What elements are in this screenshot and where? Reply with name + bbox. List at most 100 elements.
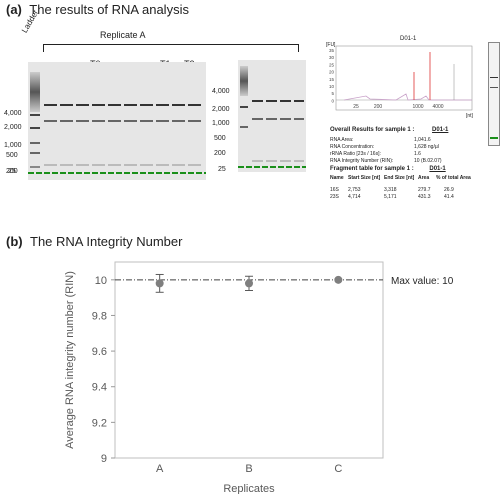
y-tick-label: 9.2: [92, 417, 107, 429]
ladder-band: [240, 106, 248, 108]
fragment-col: % of total Area: [436, 175, 471, 181]
band-23s-row: [252, 100, 304, 102]
x-tick-label: A: [156, 463, 164, 475]
ladder-band: [30, 166, 40, 168]
fragment-cell: 41.4: [444, 194, 454, 200]
fragment-col: Start Size [nt]: [348, 175, 381, 181]
ep-x-tick: 200: [374, 104, 383, 110]
ep-y-tick: 30: [329, 55, 335, 60]
replicate-bracket: [43, 44, 299, 45]
data-point: [334, 275, 343, 284]
fragment-cell: 26.9: [444, 187, 454, 193]
result-row: RNA Concentration: 1,628 ng/µl: [330, 144, 439, 150]
y-tick-label: 10: [95, 275, 107, 287]
ladder-band-top: [30, 72, 40, 112]
fragment-heading: Fragment table for sample 1 : D01-1: [330, 166, 446, 172]
ep-y-tick: 10: [329, 84, 335, 89]
gel2-tick-500: 500: [214, 135, 226, 142]
marker-line-1: [28, 172, 206, 174]
gel-image-1: [28, 62, 206, 180]
ep-x-unit: [nt]: [466, 113, 473, 119]
result-value: 1,041.6: [414, 137, 431, 143]
gel1-tick-2000: 2,000: [4, 124, 22, 131]
overall-sample-id: D01-1: [432, 127, 449, 133]
overall-heading-text: Overall Results for sample 1 :: [330, 127, 415, 133]
result-label: RNA Area:: [330, 137, 354, 143]
ep-y-tick: 0: [331, 98, 334, 103]
result-label: rRNA Ratio [23s / 16s]:: [330, 151, 381, 157]
ep-x-tick: 25: [353, 104, 359, 110]
panel-a-heading: (a) The results of RNA analysis: [6, 2, 189, 17]
band-16s-row: [252, 118, 304, 120]
fragment-col: Area: [418, 175, 430, 181]
band-small-row: [252, 160, 304, 162]
ep-x-tick: 4000: [432, 104, 443, 110]
result-row: rRNA Ratio [23s / 16s]: 1.6: [330, 151, 421, 157]
result-label: RNA Concentration:: [330, 144, 375, 150]
gel2-tick-25: 25: [218, 166, 226, 173]
fragment-cell: 3,318: [384, 187, 397, 193]
result-value: 1.6: [414, 151, 421, 157]
panel-b-letter: (b): [6, 234, 23, 249]
x-tick-label: B: [245, 463, 252, 475]
fragment-cell: 279.7: [418, 187, 431, 193]
panel-b-title: The RNA Integrity Number: [30, 234, 183, 249]
gel1-tick-500: 500: [6, 152, 18, 159]
gel1-tick-25: 25: [8, 168, 16, 175]
fragment-col: End Size [nt]: [384, 175, 415, 181]
replicate-label: Replicate A: [100, 30, 146, 40]
band-small-row: [44, 164, 204, 166]
band-16s-row: [44, 120, 204, 122]
result-row: RNA Integrity Number (RIN): 10 (B.02.07): [330, 158, 442, 164]
ep-y-tick: 35: [329, 48, 335, 53]
result-row: RNA Area: 1,041.6: [330, 137, 431, 143]
y-tick-label: 9: [101, 453, 107, 465]
fragment-cell: 23S: [330, 194, 339, 200]
electropherogram: 35 30 25 20 15 10 5 0 25 200 1000 4000: [329, 45, 473, 111]
fragment-heading-text: Fragment table for sample 1 :: [330, 166, 414, 172]
x-tick-label: C: [334, 463, 342, 475]
gel1-tick-4000: 4,000: [4, 110, 22, 117]
gel2-tick-4000: 4,000: [212, 88, 230, 95]
band-23s-row: [44, 104, 204, 106]
ep-y-tick: 25: [329, 62, 335, 67]
replicate-bracket-left: [43, 44, 44, 52]
panel-a-title: The results of RNA analysis: [29, 2, 189, 17]
ep-y-tick: 5: [331, 91, 334, 96]
ladder-band: [30, 114, 40, 116]
ladder-band: [240, 126, 248, 128]
fragment-cell: 16S: [330, 187, 339, 193]
gel-image-2: [238, 60, 306, 172]
ladder-band: [30, 127, 40, 129]
fragment-sample-id: D01-1: [429, 166, 446, 172]
ep-x-tick: 1000: [412, 104, 423, 110]
y-tick-label: 9.4: [92, 382, 107, 394]
replicate-bracket-right: [298, 44, 299, 52]
ep-y-tick: 20: [329, 70, 335, 75]
ep-title: D01-1: [400, 36, 417, 42]
data-point: [245, 279, 253, 288]
plot-frame: [114, 261, 384, 459]
gel1-tick-200: 200: [6, 168, 18, 175]
panel-b-heading: (b) The RNA Integrity Number: [6, 234, 182, 249]
x-axis-label: Replicates: [223, 483, 275, 494]
marker-line-2: [238, 166, 306, 168]
rin-chart: 9 9.2 9.4 9.6 9.8 10 A B C Max value: 10 Replicate…: [64, 261, 454, 494]
sample-strip: [488, 42, 500, 146]
data-point: [155, 279, 164, 288]
fragment-cell: 4,714: [348, 194, 361, 200]
fragment-col: Name: [330, 175, 344, 181]
ep-y-unit: [FU]: [326, 42, 336, 48]
result-label: RNA Integrity Number (RIN):: [330, 158, 394, 164]
gel2-tick-200: 200: [214, 150, 226, 157]
fragment-cell: 431.3: [418, 194, 431, 200]
overall-heading: Overall Results for sample 1 : D01-1: [330, 127, 448, 133]
gel2-tick-2000: 2,000: [212, 106, 230, 113]
ladder-band-top: [240, 66, 248, 96]
y-tick-label: 9.6: [92, 346, 107, 358]
result-value: 1,628 ng/µl: [414, 144, 439, 150]
ladder-band: [30, 142, 40, 144]
fragment-cell: 2,753: [348, 187, 361, 193]
panel-a-letter: (a): [6, 2, 22, 17]
fragment-cell: 5,171: [384, 194, 397, 200]
